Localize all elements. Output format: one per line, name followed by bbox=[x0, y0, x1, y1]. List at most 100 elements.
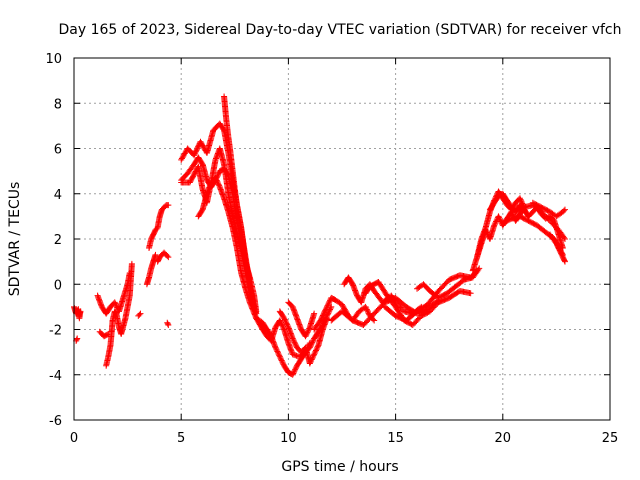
chart-title: Day 165 of 2023, Sidereal Day-to-day VTE… bbox=[58, 22, 621, 38]
data-point bbox=[198, 141, 205, 148]
data-point bbox=[363, 305, 370, 312]
data-point bbox=[258, 323, 265, 330]
data-point bbox=[104, 331, 111, 338]
data-point bbox=[281, 316, 288, 323]
data-point bbox=[496, 215, 503, 222]
data-point bbox=[306, 360, 313, 367]
data-point bbox=[279, 323, 286, 330]
data-point bbox=[311, 350, 318, 357]
x-tick-label: 20 bbox=[495, 431, 512, 446]
data-point bbox=[314, 344, 321, 351]
data-point bbox=[137, 310, 144, 317]
data-point bbox=[273, 345, 280, 352]
data-point bbox=[213, 177, 220, 184]
data-point bbox=[282, 317, 289, 324]
x-tick-label: 5 bbox=[177, 431, 185, 446]
data-point bbox=[475, 266, 482, 273]
data-point bbox=[339, 301, 345, 308]
data-point bbox=[309, 355, 316, 362]
data-point bbox=[279, 322, 286, 329]
data-point bbox=[136, 311, 143, 318]
data-point bbox=[291, 367, 298, 374]
x-axis-label: GPS time / hours bbox=[281, 459, 398, 475]
data-point bbox=[279, 358, 286, 365]
axis-ticks: 0 5 10 15 20 25 -6 -4 -2 0 2 4 6 8 10 bbox=[45, 52, 618, 446]
data-point bbox=[257, 321, 264, 328]
data-point bbox=[280, 325, 287, 332]
data-point bbox=[323, 303, 330, 310]
data-point bbox=[180, 153, 187, 160]
data-point bbox=[325, 299, 332, 306]
data-point bbox=[312, 348, 319, 355]
data-point bbox=[305, 326, 312, 333]
data-point bbox=[496, 214, 503, 221]
data-point bbox=[256, 320, 263, 327]
data-point bbox=[216, 182, 223, 189]
data-point bbox=[290, 370, 297, 377]
data-point bbox=[283, 320, 290, 327]
data-point bbox=[213, 176, 220, 183]
data-point bbox=[74, 335, 81, 342]
data-point bbox=[199, 142, 206, 149]
data-point bbox=[491, 221, 498, 228]
data-point bbox=[181, 150, 188, 157]
data-point bbox=[292, 365, 299, 372]
data-point bbox=[362, 303, 369, 310]
x-tick-label: 15 bbox=[387, 431, 404, 446]
data-point bbox=[303, 331, 310, 338]
data-point bbox=[214, 178, 221, 185]
data-point bbox=[112, 300, 119, 307]
data-point bbox=[365, 310, 372, 317]
data-point bbox=[111, 299, 118, 306]
data-point bbox=[181, 151, 188, 158]
data-point bbox=[561, 234, 568, 241]
data-point bbox=[307, 359, 314, 366]
data-point bbox=[275, 351, 282, 358]
data-point bbox=[561, 258, 568, 265]
y-tick-label: 10 bbox=[45, 52, 62, 67]
y-tick-label: 0 bbox=[54, 278, 62, 293]
data-point bbox=[152, 251, 159, 258]
data-point bbox=[305, 328, 312, 335]
data-point bbox=[277, 318, 284, 325]
data-point bbox=[340, 304, 347, 311]
data-series bbox=[71, 93, 568, 378]
data-point bbox=[214, 180, 221, 187]
data-point bbox=[323, 305, 330, 312]
data-point bbox=[371, 317, 378, 324]
data-point bbox=[274, 349, 281, 356]
data-point bbox=[302, 333, 309, 340]
data-point bbox=[339, 302, 346, 309]
data-point bbox=[289, 371, 296, 378]
data-point bbox=[365, 309, 372, 316]
data-point bbox=[309, 338, 316, 345]
data-point bbox=[312, 347, 319, 354]
data-point bbox=[284, 322, 291, 329]
data-point bbox=[274, 348, 281, 355]
data-point bbox=[364, 307, 371, 314]
data-point bbox=[179, 154, 186, 161]
data-point bbox=[197, 138, 204, 145]
data-point bbox=[284, 321, 291, 328]
data-point bbox=[215, 181, 222, 188]
data-point bbox=[178, 156, 185, 163]
data-point bbox=[483, 229, 490, 236]
data-point bbox=[182, 149, 189, 156]
y-tick-label: 2 bbox=[54, 233, 62, 248]
data-point bbox=[313, 346, 320, 353]
data-point bbox=[198, 139, 205, 146]
data-point bbox=[310, 352, 317, 359]
data-point bbox=[518, 197, 525, 204]
data-point bbox=[476, 265, 483, 272]
data-point bbox=[309, 353, 316, 360]
x-tick-label: 25 bbox=[602, 431, 619, 446]
data-point bbox=[276, 317, 283, 324]
data-point bbox=[492, 219, 499, 226]
data-point bbox=[112, 301, 119, 308]
data-point bbox=[278, 321, 285, 328]
data-point bbox=[309, 339, 316, 346]
data-point bbox=[165, 202, 172, 209]
data-point bbox=[311, 310, 318, 317]
data-point bbox=[165, 254, 172, 261]
